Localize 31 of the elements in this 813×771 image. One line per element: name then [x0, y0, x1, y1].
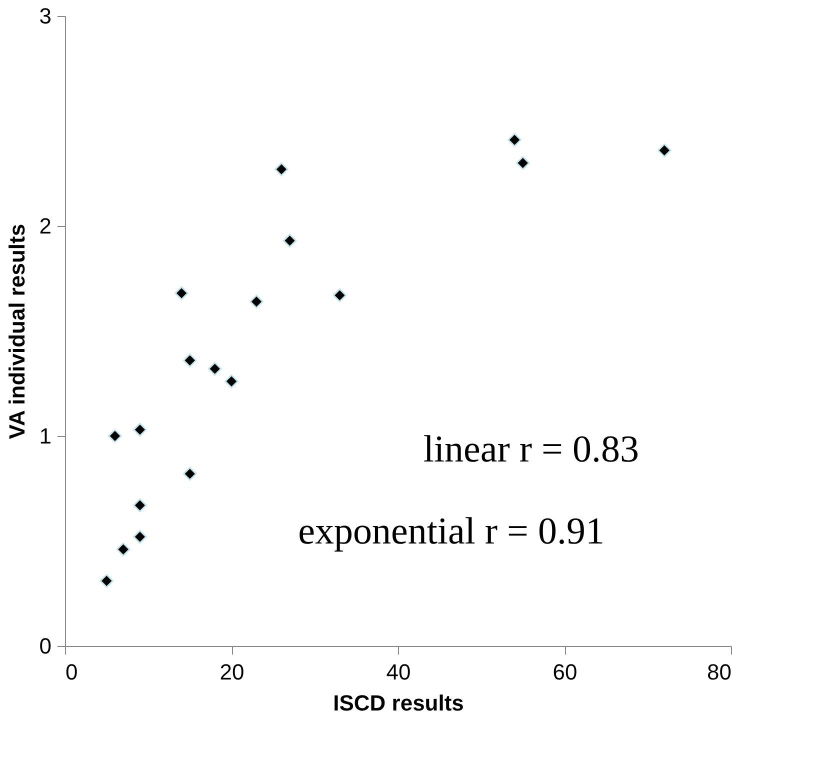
- y-axis-title: VA individual results: [4, 224, 30, 440]
- point: [174, 286, 188, 300]
- x-tick-label: 60: [552, 660, 578, 684]
- x-axis-title: ISCD results: [333, 690, 464, 716]
- point: [274, 162, 288, 176]
- point: [116, 542, 130, 556]
- point: [133, 498, 147, 512]
- annotation: linear r = 0.83: [423, 428, 639, 471]
- x-tick-label: 80: [707, 660, 732, 684]
- point: [282, 234, 297, 248]
- point: [100, 574, 114, 588]
- point: [250, 294, 264, 308]
- x-tick-label: 0: [66, 660, 78, 684]
- y-tick-label: 3: [39, 4, 52, 28]
- point: [658, 144, 672, 158]
- annotation: exponential r = 0.91: [298, 510, 604, 553]
- x-tick-label: 20: [220, 660, 244, 684]
- y-tick-label: 2: [39, 214, 52, 238]
- x-tick-label: 40: [386, 660, 411, 684]
- point: [516, 156, 530, 170]
- point: [133, 530, 147, 544]
- point: [183, 466, 197, 481]
- point: [183, 354, 197, 368]
- point: [108, 429, 122, 443]
- y-tick-label: 0: [39, 634, 52, 658]
- point: [508, 133, 522, 147]
- point: [332, 288, 347, 302]
- point: [224, 374, 238, 388]
- point: [133, 422, 147, 437]
- point: [208, 362, 222, 376]
- y-tick-label: 1: [39, 424, 52, 448]
